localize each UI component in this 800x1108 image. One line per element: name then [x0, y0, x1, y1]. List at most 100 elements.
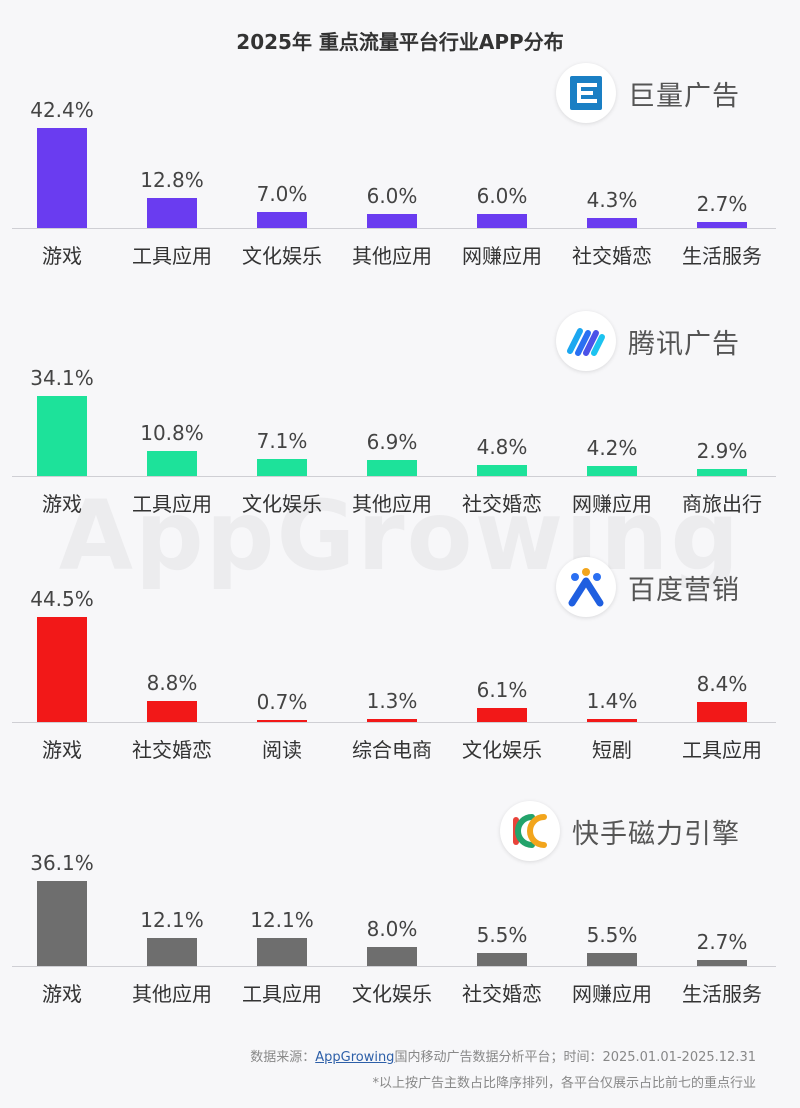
platform-brand: 巨量广告	[556, 62, 740, 124]
bar-value-label: 4.3%	[586, 187, 638, 212]
category-label: 社交婚恋	[132, 738, 212, 762]
source-link[interactable]: AppGrowing	[315, 1050, 395, 1065]
chart-bar	[37, 128, 87, 228]
bar-value-label: 10.8%	[140, 420, 204, 445]
platform-brand: 百度营销	[556, 556, 740, 618]
chart-baseline	[12, 966, 776, 967]
platform-name: 快手磁力引擎	[572, 818, 740, 850]
category-label: 游戏	[42, 982, 82, 1006]
platform-name: 百度营销	[628, 574, 740, 606]
category-label: 网赚应用	[572, 492, 652, 516]
bar-value-label: 6.0%	[366, 183, 418, 208]
chart-bar	[147, 450, 197, 476]
bar-value-label: 4.8%	[476, 434, 528, 459]
chart-bar	[697, 221, 747, 228]
category-label: 文化娱乐	[462, 738, 542, 762]
platform-brand: 快手磁力引擎	[500, 800, 740, 862]
chart-bar	[147, 937, 197, 966]
chart-bar	[257, 937, 307, 966]
category-label: 游戏	[42, 738, 82, 762]
bar-value-label: 8.8%	[146, 671, 198, 696]
bar-value-label: 2.7%	[696, 929, 748, 954]
chart-bar	[587, 217, 637, 228]
chart-bar	[257, 211, 307, 228]
tencent-ads-logo-icon	[556, 311, 616, 371]
category-label: 工具应用	[132, 244, 212, 268]
bar-value-label: 6.9%	[366, 429, 418, 454]
bar-value-label: 0.7%	[256, 690, 308, 714]
chart-bar	[367, 213, 417, 228]
kuaishou-magnetic-logo-icon	[500, 801, 560, 861]
chart-bar	[367, 459, 417, 476]
platform-brand: 腾讯广告	[556, 310, 740, 372]
chart-bar	[37, 617, 87, 722]
chart-bar	[477, 213, 527, 228]
chart-bar	[477, 707, 527, 722]
chart-panel: 腾讯广告 34.1% 游戏 10.8% 工具应用 7.1% 文化娱乐 6.9% 其他应用 4.8%…	[0, 310, 800, 560]
chart-bar	[257, 720, 307, 722]
footer-source-prefix: 数据来源：	[250, 1050, 316, 1065]
bar-value-label: 2.7%	[696, 191, 748, 216]
category-label: 工具应用	[132, 492, 212, 516]
chart-bar	[697, 469, 747, 476]
bar-value-label: 7.1%	[256, 429, 308, 454]
chart-baseline	[12, 722, 776, 723]
bar-value-label: 12.8%	[140, 167, 204, 192]
chart-bar	[697, 959, 747, 966]
bar-value-label: 8.0%	[366, 917, 418, 942]
bar-value-label: 2.9%	[696, 439, 748, 464]
bar-value-label: 5.5%	[476, 923, 528, 948]
category-label: 阅读	[262, 738, 302, 762]
page-title: 2025年 重点流量平台行业APP分布	[236, 30, 564, 54]
chart-panel: 巨量广告 42.4% 游戏 12.8% 工具应用 7.0% 文化娱乐 6.0% 其他应用 6.0%…	[0, 62, 800, 312]
bar-value-label: 1.4%	[586, 688, 638, 713]
chart-bar	[147, 701, 197, 722]
footer-source-suffix: 国内移动广告数据分析平台；时间：2025.01.01-2025.12.31	[394, 1050, 756, 1065]
category-label: 网赚应用	[572, 982, 652, 1006]
category-label: 其他应用	[352, 492, 432, 516]
category-label: 其他应用	[132, 982, 212, 1006]
platform-name: 巨量广告	[628, 80, 740, 112]
juliang-logo-icon	[556, 63, 616, 123]
bar-value-label: 8.4%	[696, 672, 748, 697]
chart-bar	[367, 718, 417, 722]
bar-value-label: 34.1%	[30, 365, 94, 390]
chart-bar	[257, 459, 307, 476]
category-label: 文化娱乐	[242, 492, 322, 516]
bar-value-label: 6.1%	[476, 677, 528, 702]
chart-bar	[477, 464, 527, 476]
bar-value-label: 12.1%	[140, 907, 204, 932]
category-label: 网赚应用	[462, 244, 542, 268]
chart-baseline	[12, 476, 776, 477]
bar-value-label: 6.0%	[476, 183, 528, 208]
category-label: 社交婚恋	[462, 982, 542, 1006]
footer-note: *以上按广告主数占比降序排列，各平台仅展示占比前七的重点行业	[372, 1076, 756, 1091]
bar-value-label: 12.1%	[250, 907, 314, 932]
chart-bar	[37, 395, 87, 476]
category-label: 综合电商	[352, 738, 432, 762]
chart-bar	[587, 953, 637, 966]
bar-value-label: 42.4%	[30, 98, 94, 123]
chart-baseline	[12, 228, 776, 229]
baidu-marketing-logo-icon	[556, 557, 616, 617]
category-label: 商旅出行	[682, 492, 762, 516]
category-label: 工具应用	[682, 738, 762, 762]
chart-bar	[697, 702, 747, 722]
category-label: 生活服务	[682, 982, 762, 1006]
chart-bar	[147, 197, 197, 228]
bar-value-label: 44.5%	[30, 587, 94, 612]
footer-source: 数据来源：AppGrowing国内移动广告数据分析平台；时间：2025.01.0…	[250, 1046, 756, 1065]
chart-bar	[587, 466, 637, 476]
category-label: 短剧	[592, 738, 632, 762]
chart-bar	[37, 881, 87, 966]
chart-panel: 快手磁力引擎 36.1% 游戏 12.1% 其他应用 12.1% 工具应用 8.0% 文化娱乐 5…	[0, 800, 800, 1050]
platform-name: 腾讯广告	[628, 328, 740, 360]
category-label: 游戏	[42, 492, 82, 516]
chart-bar	[367, 947, 417, 966]
category-label: 其他应用	[352, 244, 432, 268]
category-label: 社交婚恋	[462, 492, 542, 516]
bar-value-label: 5.5%	[586, 923, 638, 948]
category-label: 文化娱乐	[242, 244, 322, 268]
bar-value-label: 1.3%	[366, 688, 418, 713]
bar-value-label: 4.2%	[586, 436, 638, 461]
